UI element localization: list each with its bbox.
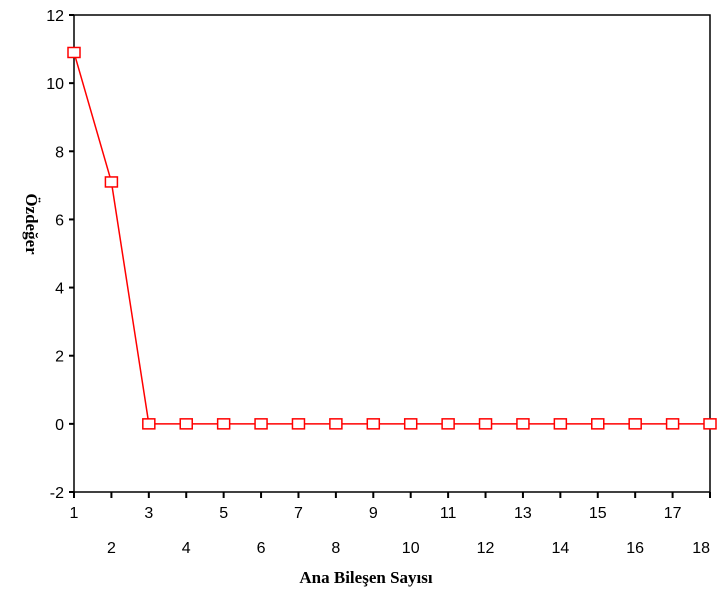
data-point-marker (142, 418, 156, 430)
data-point-marker (403, 418, 418, 430)
data-point-marker (665, 418, 680, 430)
y-tick-label: 10 (46, 76, 64, 93)
x-tick-label: 12 (477, 540, 495, 557)
data-point-marker (67, 46, 81, 59)
data-point-marker (478, 418, 493, 430)
y-tick-label: 2 (55, 349, 64, 366)
x-tick-label: 2 (107, 540, 116, 557)
x-tick-label: 4 (182, 540, 191, 557)
x-tick-label: 6 (257, 540, 266, 557)
data-point-marker (366, 418, 381, 430)
x-tick-label: 11 (440, 505, 457, 522)
y-tick-label: 0 (55, 417, 64, 434)
x-axis-title: Ana Bileşen Sayısı (299, 568, 432, 587)
x-tick-label: 17 (664, 505, 682, 522)
data-point-marker (591, 418, 605, 430)
x-tick-label: 18 (692, 540, 710, 557)
x-tick-label: 16 (626, 540, 644, 557)
y-tick-label: 12 (46, 8, 64, 25)
x-tick-label: 9 (369, 505, 378, 522)
data-point-marker (516, 418, 530, 430)
x-tick-label: 13 (514, 505, 532, 522)
x-tick-label: 5 (219, 505, 228, 522)
x-tick-label: 14 (551, 540, 569, 557)
data-point-marker (329, 418, 343, 430)
y-axis-ticks: -2 0 2 4 6 8 10 12 (46, 8, 74, 502)
data-point-marker (104, 176, 119, 188)
data-point-marker (553, 418, 568, 430)
x-tick-label: 8 (331, 540, 340, 557)
y-tick-label: -2 (50, 485, 64, 502)
x-tick-label: 1 (70, 505, 79, 522)
series-line (73, 52, 710, 425)
x-tick-label: 10 (402, 540, 420, 557)
x-axis-ticks: 1 3 5 7 9 11 13 15 172 4 6 8 10 12 14 16 18 (70, 492, 711, 557)
data-point-marker (291, 418, 306, 430)
y-tick-label: 4 (55, 281, 64, 298)
data-point-marker (441, 418, 455, 430)
y-tick-label: 8 (55, 144, 64, 161)
data-point-marker (254, 418, 268, 430)
data-point-marker (179, 418, 193, 430)
plot-frame (73, 14, 711, 493)
data-point-marker (703, 418, 717, 430)
data-point-marker (628, 418, 642, 430)
x-tick-label: 7 (294, 505, 303, 522)
x-tick-label: 3 (144, 505, 153, 522)
y-tick-label: 6 (55, 212, 64, 229)
data-point-marker (216, 418, 231, 430)
x-tick-label: 15 (589, 505, 607, 522)
y-axis-title: Özdeğer (22, 193, 41, 255)
series-layer (67, 46, 717, 430)
